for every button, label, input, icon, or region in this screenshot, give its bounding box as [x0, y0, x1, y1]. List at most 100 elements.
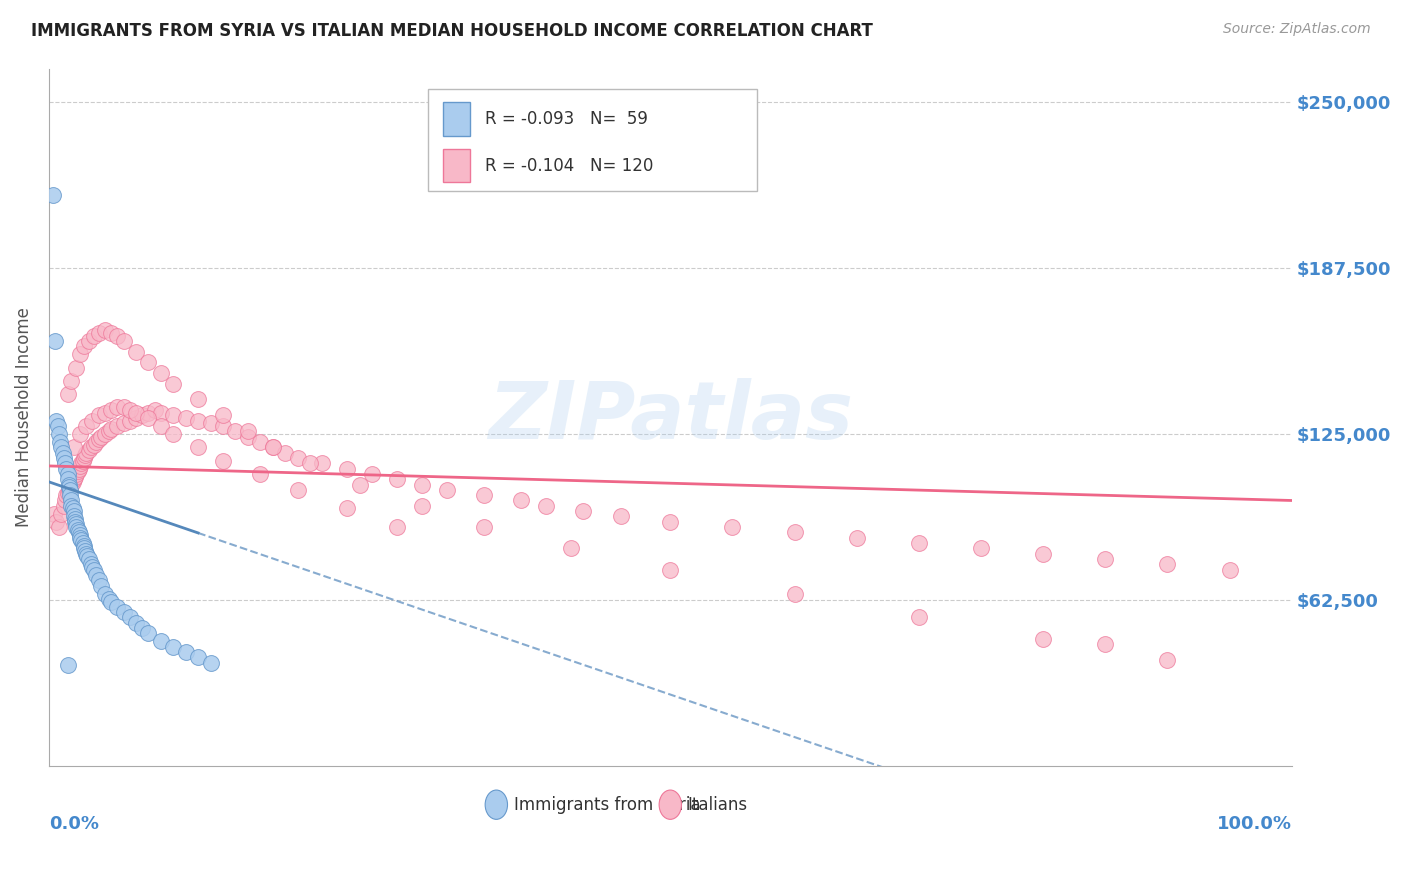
Ellipse shape — [485, 790, 508, 820]
Point — [100, 326, 122, 340]
Point — [41, 187, 63, 202]
Point — [63, 512, 86, 526]
Point — [51, 440, 73, 454]
Point — [73, 450, 96, 465]
Point — [65, 517, 87, 532]
Point — [65, 360, 87, 375]
Point — [572, 504, 595, 518]
Point — [534, 499, 557, 513]
Point — [262, 440, 284, 454]
Point — [56, 472, 79, 486]
Point — [138, 355, 160, 369]
Point — [118, 414, 141, 428]
Point — [1156, 653, 1178, 667]
Point — [87, 409, 110, 423]
Text: 100.0%: 100.0% — [1216, 815, 1292, 833]
Point — [262, 440, 284, 454]
Point — [236, 430, 259, 444]
Point — [76, 549, 98, 564]
Text: IMMIGRANTS FROM SYRIA VS ITALIAN MEDIAN HOUSEHOLD INCOME CORRELATION CHART: IMMIGRANTS FROM SYRIA VS ITALIAN MEDIAN … — [31, 22, 873, 40]
Point — [659, 515, 682, 529]
Point — [149, 419, 172, 434]
Point — [97, 591, 120, 606]
Point — [60, 493, 83, 508]
Point — [55, 461, 77, 475]
Point — [200, 656, 222, 670]
FancyBboxPatch shape — [443, 149, 470, 182]
Text: Immigrants from Syria: Immigrants from Syria — [513, 796, 700, 814]
Point — [46, 419, 69, 434]
Point — [77, 442, 100, 457]
Point — [236, 425, 259, 439]
Point — [138, 626, 160, 640]
Point — [100, 422, 122, 436]
Point — [174, 645, 197, 659]
Point — [67, 525, 90, 540]
Point — [69, 531, 91, 545]
Point — [69, 347, 91, 361]
Point — [609, 509, 631, 524]
Point — [125, 411, 148, 425]
Point — [131, 409, 153, 423]
Point — [149, 366, 172, 380]
Point — [66, 464, 89, 478]
Point — [105, 599, 128, 614]
Point — [56, 658, 79, 673]
Point — [187, 414, 209, 428]
Point — [125, 406, 148, 420]
Point — [131, 621, 153, 635]
Point — [105, 401, 128, 415]
Y-axis label: Median Household Income: Median Household Income — [15, 308, 32, 527]
Point — [125, 615, 148, 630]
Point — [187, 392, 209, 407]
Point — [75, 445, 97, 459]
Point — [100, 403, 122, 417]
Point — [75, 547, 97, 561]
Point — [62, 475, 84, 489]
Point — [249, 467, 271, 481]
Point — [45, 414, 67, 428]
Point — [63, 440, 86, 454]
Point — [63, 515, 86, 529]
Point — [411, 477, 433, 491]
Point — [118, 610, 141, 624]
Point — [411, 499, 433, 513]
Point — [60, 374, 83, 388]
Point — [73, 541, 96, 556]
Point — [311, 456, 333, 470]
Point — [83, 563, 105, 577]
Ellipse shape — [659, 790, 682, 820]
Point — [1094, 552, 1116, 566]
Point — [69, 427, 91, 442]
Point — [73, 539, 96, 553]
Point — [52, 499, 75, 513]
Point — [908, 610, 931, 624]
Point — [138, 406, 160, 420]
Point — [845, 531, 868, 545]
Point — [212, 453, 235, 467]
Point — [69, 528, 91, 542]
FancyBboxPatch shape — [443, 102, 470, 136]
Point — [52, 445, 75, 459]
Point — [80, 558, 103, 572]
Point — [72, 453, 94, 467]
Point — [361, 467, 384, 481]
Point — [49, 435, 72, 450]
Point — [249, 435, 271, 450]
Point — [162, 409, 184, 423]
Point — [385, 520, 408, 534]
Point — [385, 472, 408, 486]
Point — [48, 520, 70, 534]
Point — [62, 501, 84, 516]
Point — [510, 493, 533, 508]
Point — [1094, 637, 1116, 651]
Point — [274, 445, 297, 459]
FancyBboxPatch shape — [427, 89, 758, 191]
Point — [224, 425, 246, 439]
Point — [149, 634, 172, 648]
Point — [69, 458, 91, 473]
Point — [73, 448, 96, 462]
Text: R = -0.104   N= 120: R = -0.104 N= 120 — [485, 156, 654, 175]
Point — [48, 427, 70, 442]
Point — [349, 477, 371, 491]
